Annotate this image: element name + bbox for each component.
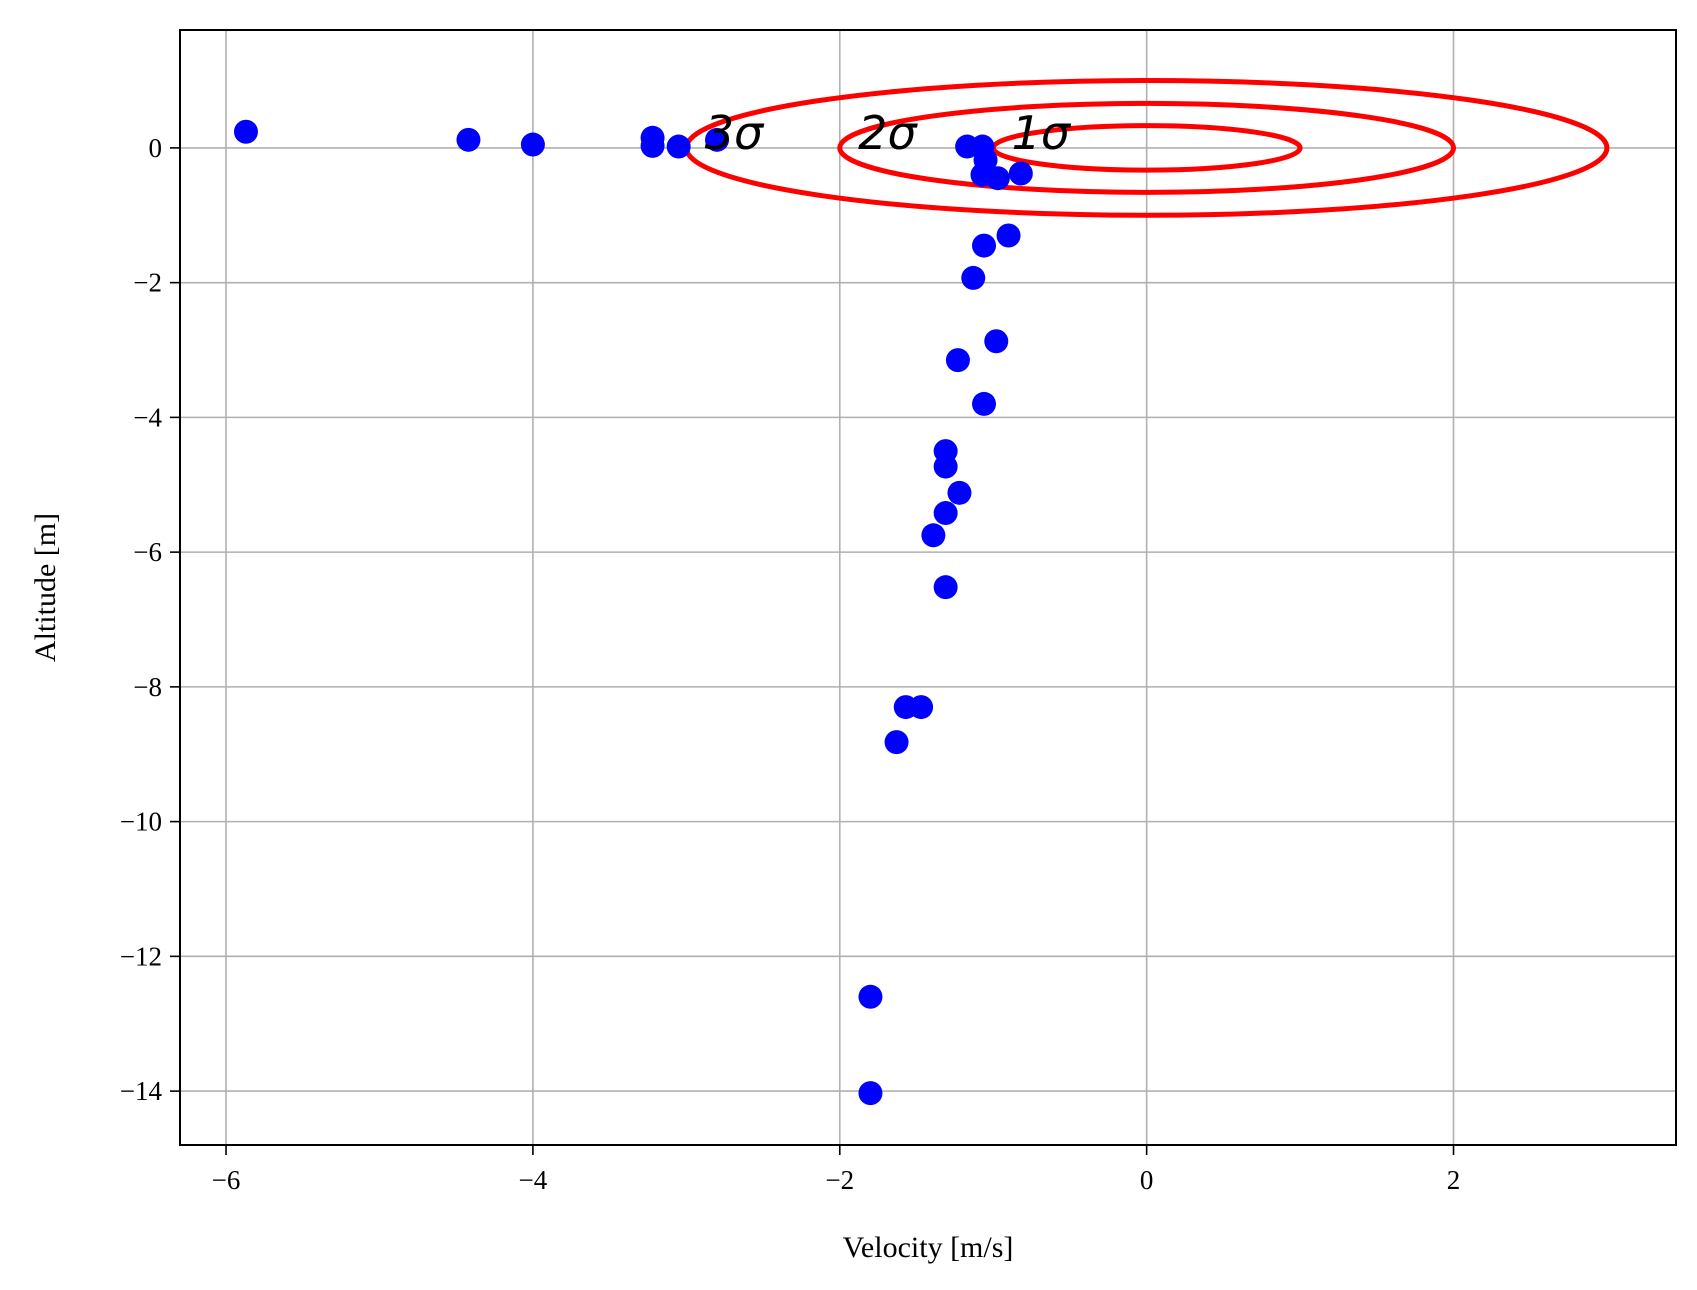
x-tick-label: −2 [825,1165,854,1195]
x-axis-label: Velocity [m/s] [843,1231,1014,1264]
x-tick-label: −6 [212,1165,241,1195]
y-tick-label: −2 [133,268,162,298]
data-point [933,454,958,479]
data-point [961,265,986,290]
data-point [233,119,258,144]
y-tick-label: −4 [133,402,162,432]
plot-frame [179,29,1677,1146]
data-point [972,233,997,258]
data-point [456,127,481,152]
data-point [972,391,997,416]
data-point [909,695,934,720]
x-tick-label: 2 [1447,1165,1461,1195]
sigma-labels: 1σ 2σ 3σ [705,106,1072,160]
sigma-ellipse [837,100,1457,195]
sigma-label: 3σ [705,106,765,160]
y-tick-label: −12 [120,941,162,971]
x-axis-ticks: −6 −4 −2 0 2 [212,1145,1461,1195]
data-point [947,480,972,505]
y-tick-label: −14 [120,1076,163,1106]
y-axis-ticks: 0 −2 −4 −6 −8 −10 −12 −14 [120,133,180,1106]
data-point [666,134,691,159]
data-point [640,133,665,158]
x-tick-label: −4 [519,1165,548,1195]
y-axis-label: Altitude [m] [29,513,62,662]
sigma-label: 2σ [858,106,918,160]
data-point [933,575,958,600]
grid [180,30,1676,1145]
y-tick-label: −8 [133,672,162,702]
data-point [1008,161,1033,186]
y-tick-label: −6 [133,537,162,567]
y-tick-label: −10 [120,807,162,837]
sigma-label: 1σ [1012,106,1072,160]
data-point [705,127,730,152]
data-point [984,329,1009,354]
data-point [945,348,970,373]
data-point [520,132,545,157]
data-point [996,223,1021,248]
data-point [884,730,909,755]
data-point [985,166,1010,191]
y-tick-label: 0 [149,133,163,163]
data-points [233,119,1033,1106]
data-point [933,501,958,526]
data-point [921,523,946,548]
x-tick-label: 0 [1140,1165,1154,1195]
data-point [858,1081,883,1106]
data-point [858,984,883,1009]
